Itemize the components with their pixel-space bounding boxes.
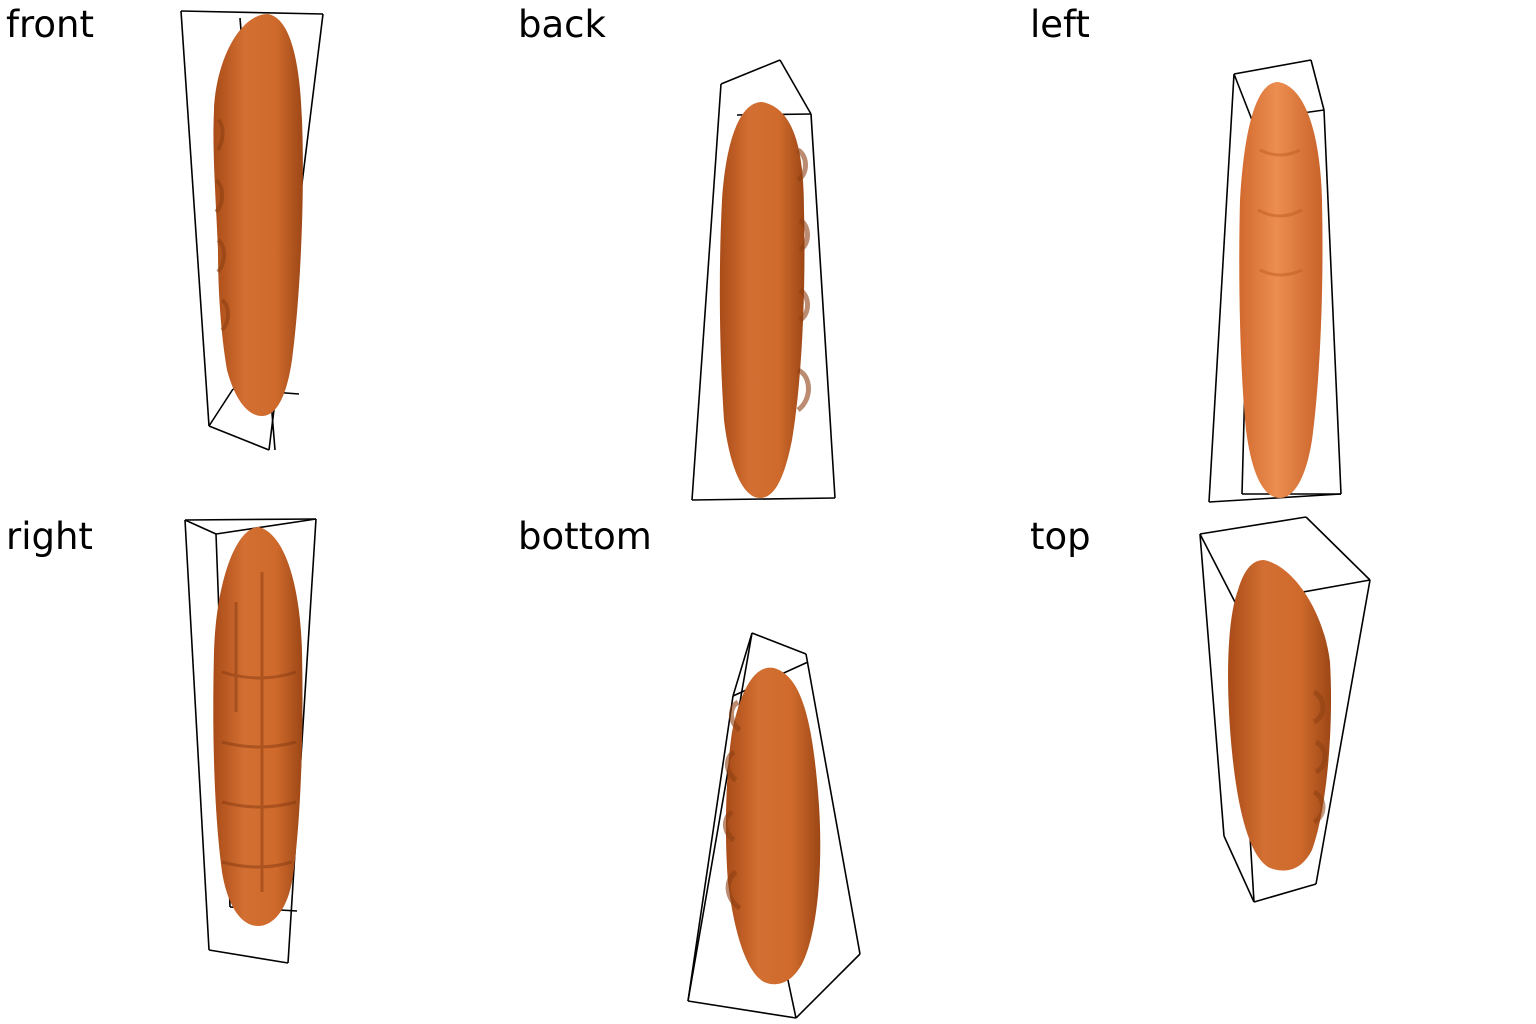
object-shape [213, 14, 303, 416]
view-panel-back: back [512, 0, 1024, 512]
view-label-top: top [1030, 515, 1091, 558]
object-shape [725, 667, 821, 985]
view-panel-right: right [0, 512, 512, 1024]
render-front [180, 10, 324, 451]
view-panel-left: left [1024, 0, 1536, 512]
render-top [1199, 516, 1371, 903]
render-bottom [687, 632, 861, 1019]
view-panel-bottom: bottom [512, 512, 1024, 1024]
view-label-back: back [518, 3, 606, 46]
object-shape [1239, 82, 1323, 498]
render-back [691, 59, 836, 501]
object-shape [719, 102, 805, 498]
view-panel-top: top [1024, 512, 1536, 1024]
view-label-left: left [1030, 3, 1090, 46]
view-label-right: right [6, 515, 93, 558]
render-right [184, 518, 317, 964]
object-shape [213, 527, 303, 926]
bounding-box [687, 632, 861, 1019]
view-panel-front: front [0, 0, 512, 512]
render-left [1208, 59, 1342, 503]
object-shape [1228, 560, 1332, 871]
view-label-bottom: bottom [518, 515, 652, 558]
view-label-front: front [6, 3, 95, 46]
